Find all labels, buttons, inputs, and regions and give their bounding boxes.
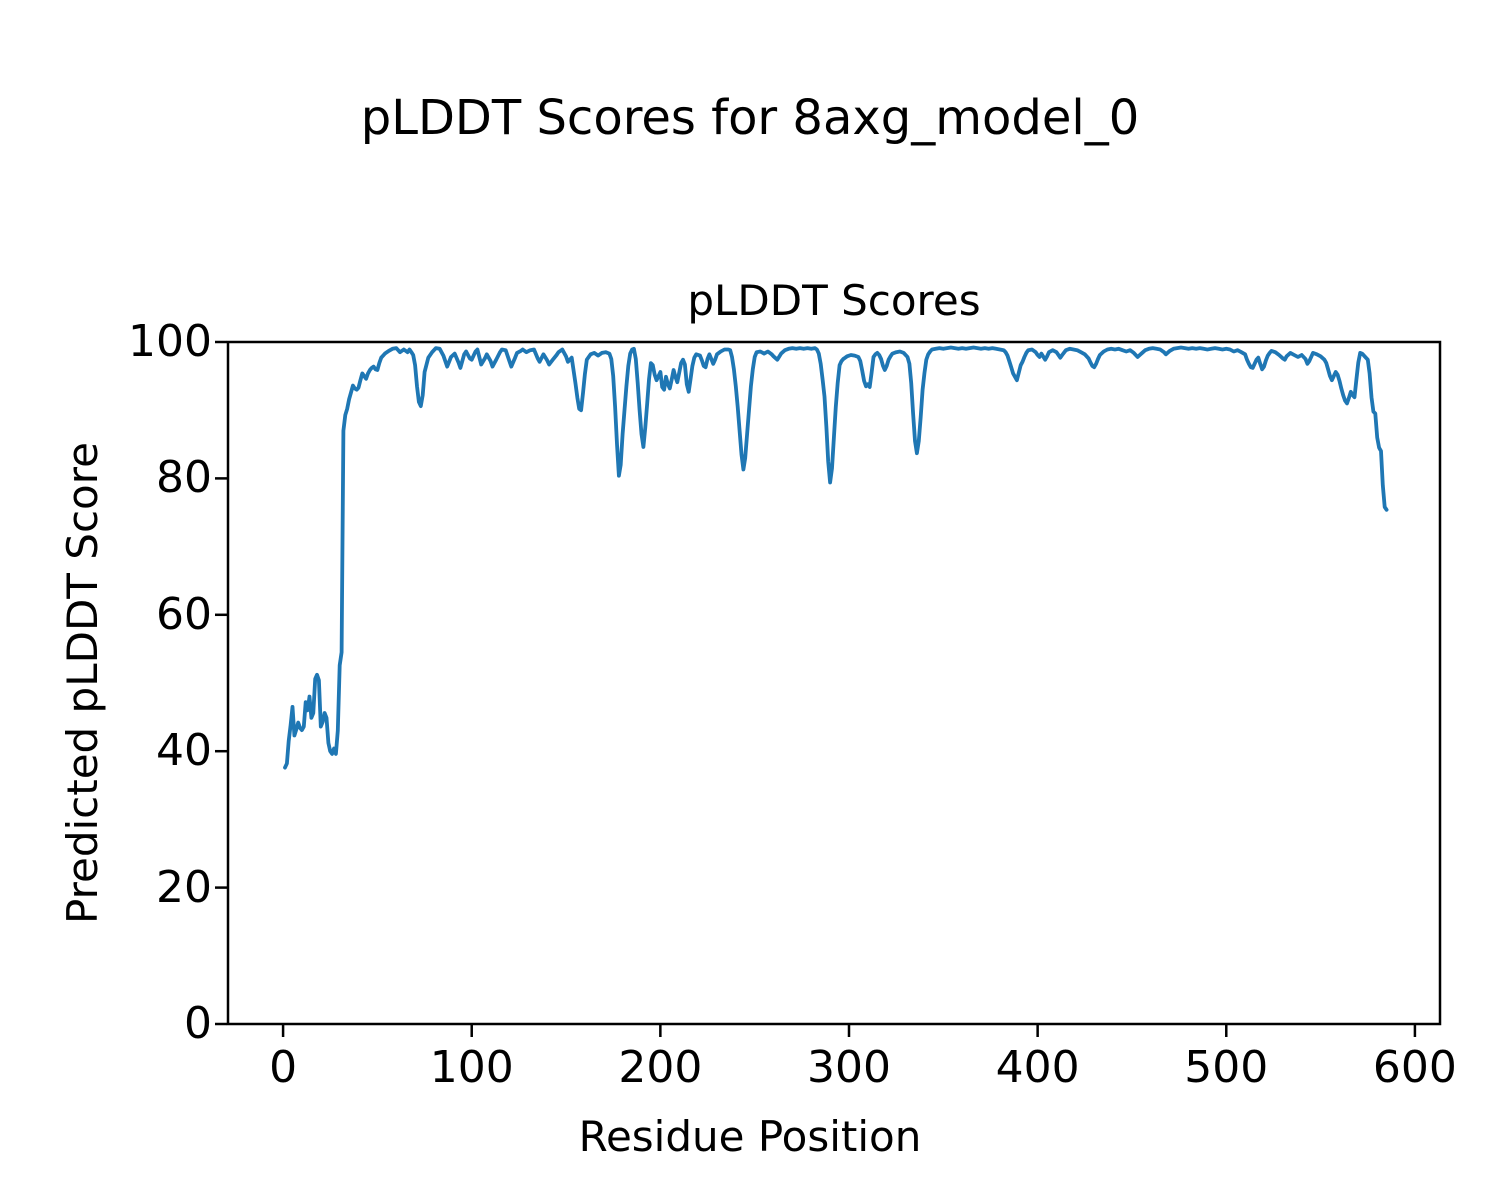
x-axis-label: Residue Position — [578, 1112, 922, 1161]
axes-spines — [226, 340, 1442, 1026]
y-tick-label: 20 — [156, 861, 212, 913]
plddt-line — [283, 345, 1389, 770]
y-tick-label: 40 — [156, 725, 212, 777]
y-tick-label: 60 — [156, 588, 212, 640]
y-axis-label: Predicted pLDDT Score — [57, 442, 107, 924]
x-tick-label: 600 — [1372, 1042, 1457, 1093]
x-tick-label: 300 — [806, 1042, 891, 1093]
x-tick-label: 200 — [618, 1042, 703, 1093]
x-tick-label: 500 — [1184, 1042, 1269, 1093]
y-tick-label: 0 — [184, 998, 212, 1049]
y-tick-label: 100 — [128, 316, 212, 367]
figure-title: pLDDT Scores for 8axg_model_0 — [360, 90, 1140, 146]
x-tick-label: 0 — [269, 1042, 298, 1093]
y-tick-label: 80 — [156, 452, 212, 504]
axes-title: pLDDT Scores — [687, 276, 981, 325]
x-tick-label: 100 — [429, 1042, 514, 1093]
x-tick-label: 400 — [995, 1042, 1080, 1093]
